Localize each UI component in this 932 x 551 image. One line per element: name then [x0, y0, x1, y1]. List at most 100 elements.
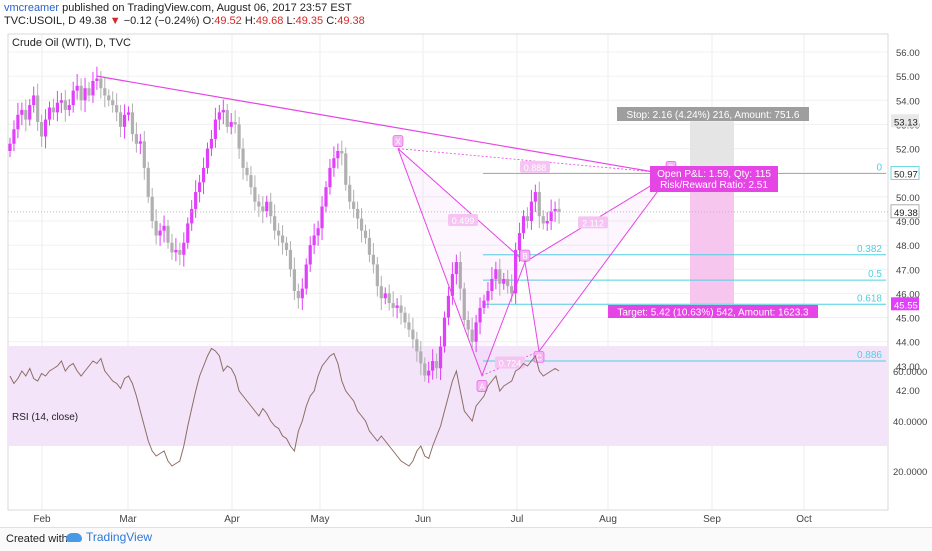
- price-tick-label: 45.00: [896, 314, 920, 325]
- candle-body: [257, 201, 261, 207]
- rsi-legend: RSI (14, close): [12, 412, 78, 423]
- candle-body: [391, 303, 395, 308]
- rr-label: Risk/Reward Ratio: 2.51: [660, 180, 768, 191]
- candle-body: [71, 90, 75, 106]
- candle-body: [154, 221, 158, 236]
- price-tag-box: [890, 166, 920, 180]
- price-tick-label: 42.00: [896, 386, 920, 397]
- candle-body: [217, 112, 221, 120]
- candle-body: [352, 201, 356, 209]
- publish-line: vmcreamer published on TradingView.com, …: [4, 2, 352, 14]
- candle-body: [20, 109, 24, 115]
- candle-body: [43, 119, 48, 137]
- candle-body: [521, 216, 526, 234]
- tradingview-logo[interactable]: TradingView: [66, 530, 152, 544]
- candle-body: [237, 124, 241, 149]
- candle-body: [245, 167, 249, 176]
- candle-body: [557, 208, 561, 212]
- candle-body: [142, 141, 146, 168]
- candle-body: [340, 150, 344, 154]
- candle-body: [40, 122, 44, 137]
- ratio-box: [495, 356, 525, 369]
- candle-body: [292, 269, 296, 292]
- time-tick-label: Feb: [33, 514, 51, 525]
- down-arrow-icon: ▼: [109, 15, 121, 27]
- candle-body: [138, 141, 142, 144]
- footer: Created with TradingView: [0, 527, 932, 551]
- price-tick-label: 43.00: [896, 362, 920, 373]
- candle-body: [36, 95, 40, 123]
- candle-body: [431, 361, 435, 371]
- candle-body: [170, 242, 174, 253]
- time-axis[interactable]: Feb Mar Apr May Jun Jul Aug Sep Oct: [33, 514, 812, 525]
- candle-body: [462, 288, 466, 320]
- price-tag: 45.55: [894, 300, 918, 311]
- rsi-line: [9, 347, 560, 467]
- rsi-axis: 60.0000 40.0000 20.0000: [893, 367, 927, 478]
- candle-body: [490, 278, 494, 292]
- candle-body: [549, 211, 553, 221]
- open-pnl-label: Open P&L: 1.59, Qty: 115: [657, 169, 771, 180]
- candle-body: [194, 192, 198, 209]
- candle-body: [541, 216, 545, 224]
- candle-body: [158, 230, 162, 236]
- author-link[interactable]: vmcreamer: [4, 2, 60, 14]
- price-axis[interactable]: 56.0055.0054.0053.0052.0051.0050.0049.00…: [896, 48, 920, 397]
- ratio-label: 2.112: [582, 218, 604, 228]
- candle-body: [280, 235, 285, 243]
- candle-body: [525, 216, 530, 221]
- candle-body: [111, 100, 115, 106]
- candle-body: [312, 235, 316, 246]
- candle-body: [442, 317, 447, 347]
- price-tick-label: 52.00: [896, 145, 920, 156]
- point-label: B: [522, 252, 527, 261]
- rsi-path: [9, 347, 560, 467]
- candle-body: [47, 107, 52, 120]
- candle-body: [288, 249, 293, 270]
- price-tag: 49.38: [894, 208, 918, 219]
- candle-body: [190, 208, 194, 224]
- candle-body: [273, 216, 277, 231]
- candle-body: [510, 286, 514, 294]
- candle-body: [150, 196, 154, 221]
- fib-label: 0.618: [857, 293, 882, 304]
- publish-info: published on TradingView.com, August 06,…: [62, 2, 352, 14]
- ratio-box: [448, 214, 478, 226]
- candle-body: [371, 254, 375, 265]
- price-tag-box: [891, 114, 919, 128]
- candle-body: [300, 288, 304, 299]
- candle-body: [122, 114, 127, 127]
- candle-body: [399, 305, 403, 313]
- stop-label: Stop: 2.16 (4.24%) 216, Amount: 751.6: [627, 110, 800, 121]
- candle-body: [344, 153, 348, 185]
- price-tick-label: 44.00: [896, 338, 920, 349]
- last-price: 49.38: [79, 15, 107, 27]
- price-tag: 53.13: [894, 117, 918, 128]
- ohlc-l-label: L:: [286, 15, 296, 27]
- candle-body: [209, 138, 214, 149]
- target-zone: [690, 173, 734, 305]
- ratio-label: 0.888: [524, 163, 547, 173]
- candle-body: [103, 88, 107, 96]
- candle-body: [308, 245, 312, 265]
- trendline: [96, 75, 673, 176]
- candle-body: [8, 143, 12, 151]
- point-label-box: [519, 249, 531, 262]
- candle-body: [24, 109, 28, 120]
- candle-body: [383, 293, 387, 299]
- price-tick-label: 46.00: [896, 289, 920, 300]
- candle-body: [249, 175, 253, 188]
- candle-body: [537, 192, 541, 217]
- time-tick-label: Jul: [511, 514, 524, 525]
- candle-body: [419, 351, 423, 364]
- candle-body: [12, 129, 16, 144]
- fib-label: 0.5: [868, 269, 882, 280]
- time-tick-label: Oct: [796, 514, 812, 525]
- candle-body: [395, 305, 399, 308]
- candle-body: [95, 78, 99, 81]
- ohlc-open: 49.52: [214, 15, 242, 27]
- candle-body: [241, 148, 245, 168]
- time-tick-label: Apr: [224, 514, 240, 525]
- open-pnl-box: [650, 166, 778, 192]
